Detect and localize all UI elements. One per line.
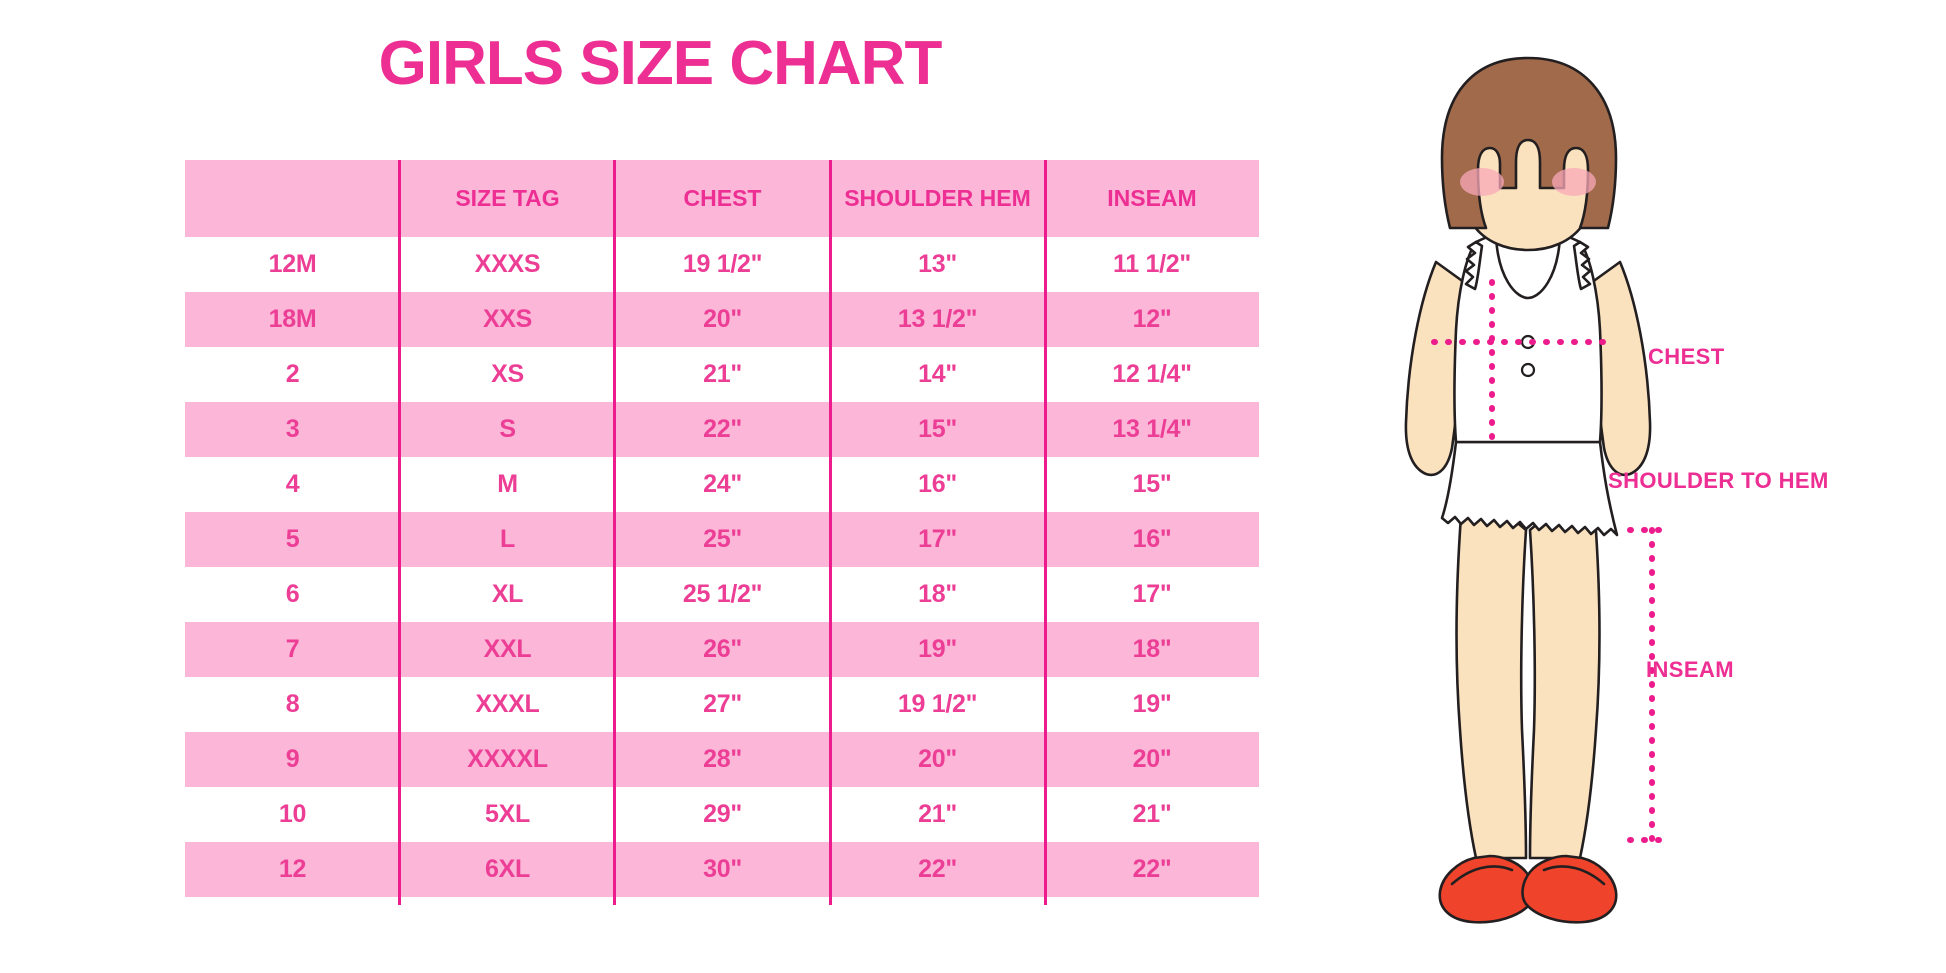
header-cell-inseam: INSEAM <box>1107 187 1197 210</box>
cell-chest: 22" <box>703 417 742 442</box>
cell-size: 4 <box>285 472 300 497</box>
right-shoe-strap <box>1542 865 1606 886</box>
cell-shoulder_hem: 22" <box>918 857 957 882</box>
table-row: 7 XXL 26" 19" 18" <box>185 622 1259 677</box>
cell-size_tag: XXL <box>483 637 532 662</box>
left-shoulder-ruffle <box>1464 240 1484 291</box>
label-chest: CHEST <box>1648 344 1725 369</box>
label-shoulder-to-hem: SHOULDER TO HEM <box>1608 468 1829 493</box>
cell-size: 12 <box>278 857 307 882</box>
table-row: 12M XXXS 19 1/2" 13" 11 1/2" <box>185 237 1259 292</box>
table-row: 12 6XL 30" 22" 22" <box>185 842 1259 897</box>
cell-shoulder_hem: 13 1/2" <box>897 307 978 332</box>
table-row: 4 M 24" 16" 15" <box>185 457 1259 512</box>
cell-shoulder_hem: 16" <box>918 472 957 497</box>
left-shoe-strap <box>1450 865 1514 886</box>
size-chart-table: SIZE TAG CHEST SHOULDER HEM INSEAM 12M XXXS 19… <box>185 160 1259 897</box>
cell-chest: 19 1/2" <box>682 252 763 277</box>
cell-shoulder_hem: 18" <box>918 582 957 607</box>
cell-size: 5 <box>285 527 300 552</box>
right-shoe <box>1521 854 1618 924</box>
table-row: 6 XL 25 1/2" 18" 17" <box>185 567 1259 622</box>
cell-chest: 30" <box>703 857 742 882</box>
left-leg <box>1455 476 1528 860</box>
cell-size_tag: M <box>497 472 518 497</box>
cell-inseam: 21" <box>1132 802 1172 827</box>
cell-inseam: 20" <box>1132 747 1172 772</box>
button-bottom <box>1520 362 1536 378</box>
cell-shoulder_hem: 19" <box>918 637 957 662</box>
table-header-row: SIZE TAG CHEST SHOULDER HEM INSEAM <box>185 160 1259 237</box>
cell-shoulder_hem: 19 1/2" <box>897 692 978 717</box>
cell-size_tag: XXXL <box>475 692 540 717</box>
cell-size_tag: 5XL <box>485 802 530 827</box>
cell-inseam: 11 1/2" <box>1113 252 1191 277</box>
cell-size: 7 <box>285 637 300 662</box>
cell-size_tag: XXS <box>482 307 533 332</box>
cell-chest: 24" <box>703 472 742 497</box>
cell-shoulder_hem: 13" <box>918 252 957 277</box>
cell-inseam: 19" <box>1132 692 1172 717</box>
cell-size: 2 <box>285 362 300 387</box>
cell-shoulder_hem: 20" <box>918 747 957 772</box>
cell-size: 12M <box>268 252 317 277</box>
cell-inseam: 16" <box>1132 527 1172 552</box>
cell-size: 6 <box>285 582 300 607</box>
left-shoe <box>1438 854 1535 924</box>
hair <box>1440 56 1618 230</box>
cell-inseam: 12 1/4" <box>1112 362 1192 387</box>
cell-chest: 21" <box>703 362 742 387</box>
cell-chest: 20" <box>703 307 742 332</box>
header-cell-size_tag: SIZE TAG <box>455 187 560 210</box>
cell-shoulder_hem: 15" <box>918 417 957 442</box>
label-inseam: INSEAM <box>1646 657 1734 682</box>
table-row: 2 XS 21" 14" 12 1/4" <box>185 347 1259 402</box>
cell-size_tag: XXXXL <box>467 747 548 772</box>
cell-size_tag: XL <box>491 582 524 607</box>
cell-size_tag: XS <box>491 362 524 387</box>
cell-chest: 26" <box>703 637 742 662</box>
table-row: 3 S 22" 15" 13 1/4" <box>185 402 1259 457</box>
cell-shoulder_hem: 14" <box>918 362 957 387</box>
cell-inseam: 15" <box>1132 472 1172 497</box>
cell-size: 18M <box>268 307 317 332</box>
cell-inseam: 12" <box>1132 307 1172 332</box>
cell-chest: 25 1/2" <box>682 582 763 607</box>
header-cell-shoulder_hem: SHOULDER HEM <box>844 187 1031 210</box>
left-blush <box>1460 168 1504 196</box>
table-row: 5 L 25" 17" 16" <box>185 512 1259 567</box>
girl-figure-illustration <box>1330 30 1730 930</box>
right-blush <box>1552 168 1596 196</box>
cell-chest: 25" <box>703 527 742 552</box>
cell-size_tag: 6XL <box>485 857 530 882</box>
table-row: 9 XXXXL 28" 20" 20" <box>185 732 1259 787</box>
cell-size: 8 <box>285 692 300 717</box>
cell-inseam: 22" <box>1132 857 1172 882</box>
page-title: GIRLS SIZE CHART <box>378 29 943 98</box>
cell-size_tag: S <box>499 417 516 442</box>
cell-inseam: 18" <box>1132 637 1172 662</box>
cell-chest: 28" <box>703 747 742 772</box>
cell-size: 9 <box>285 747 300 772</box>
cell-size: 10 <box>278 802 307 827</box>
table-row: 10 5XL 29" 21" 21" <box>185 787 1259 842</box>
cell-size: 3 <box>285 417 300 442</box>
cell-shoulder_hem: 17" <box>918 527 957 552</box>
header-cell-chest: CHEST <box>683 187 762 210</box>
cell-chest: 29" <box>703 802 742 827</box>
table-row: 18M XXS 20" 13 1/2" 12" <box>185 292 1259 347</box>
right-leg <box>1528 476 1601 860</box>
cell-inseam: 17" <box>1132 582 1172 607</box>
cell-size_tag: XXXS <box>474 252 541 277</box>
right-shoulder-ruffle <box>1572 240 1592 291</box>
cell-inseam: 13 1/4" <box>1112 417 1192 442</box>
skirt <box>1440 440 1619 537</box>
cell-chest: 27" <box>703 692 742 717</box>
cell-size_tag: L <box>500 527 515 552</box>
neckline <box>1494 234 1562 300</box>
cell-shoulder_hem: 21" <box>918 802 957 827</box>
table-row: 8 XXXL 27" 19 1/2" 19" <box>185 677 1259 732</box>
